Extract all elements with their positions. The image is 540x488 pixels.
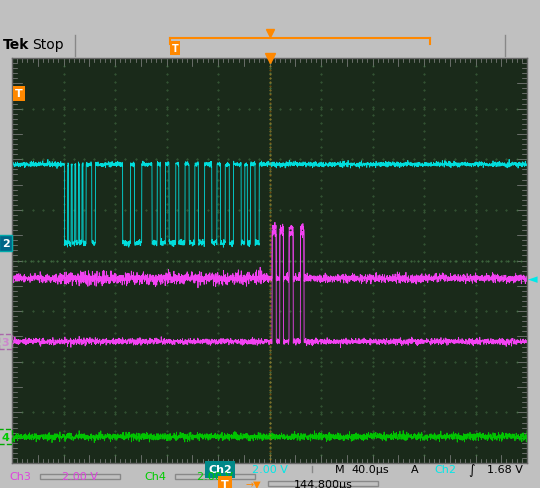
Text: 3: 3 [2,337,9,347]
Text: Ch2: Ch2 [434,464,456,474]
Text: ∫: ∫ [469,463,475,476]
Text: →▼: →▼ [245,479,261,488]
Text: A: A [411,464,419,474]
Text: 4: 4 [2,432,9,442]
Text: 144.800µs: 144.800µs [294,479,353,488]
Text: T: T [172,44,178,54]
Text: ◄: ◄ [528,272,538,285]
Text: Stop: Stop [32,38,64,52]
Text: M: M [335,464,345,474]
Text: T: T [221,479,229,488]
Text: 2: 2 [2,238,9,248]
Text: 2.00 V: 2.00 V [252,464,288,474]
Text: 40.0µs: 40.0µs [351,464,389,474]
Text: 2.00 V: 2.00 V [62,471,98,481]
Text: 2.00 V: 2.00 V [197,471,233,481]
Text: Tek: Tek [3,38,29,52]
Text: Ch4: Ch4 [144,471,166,481]
Text: T: T [15,89,23,99]
Text: Ch2: Ch2 [208,464,232,474]
Text: Ch3: Ch3 [9,471,31,481]
Text: 1.68 V: 1.68 V [487,464,523,474]
